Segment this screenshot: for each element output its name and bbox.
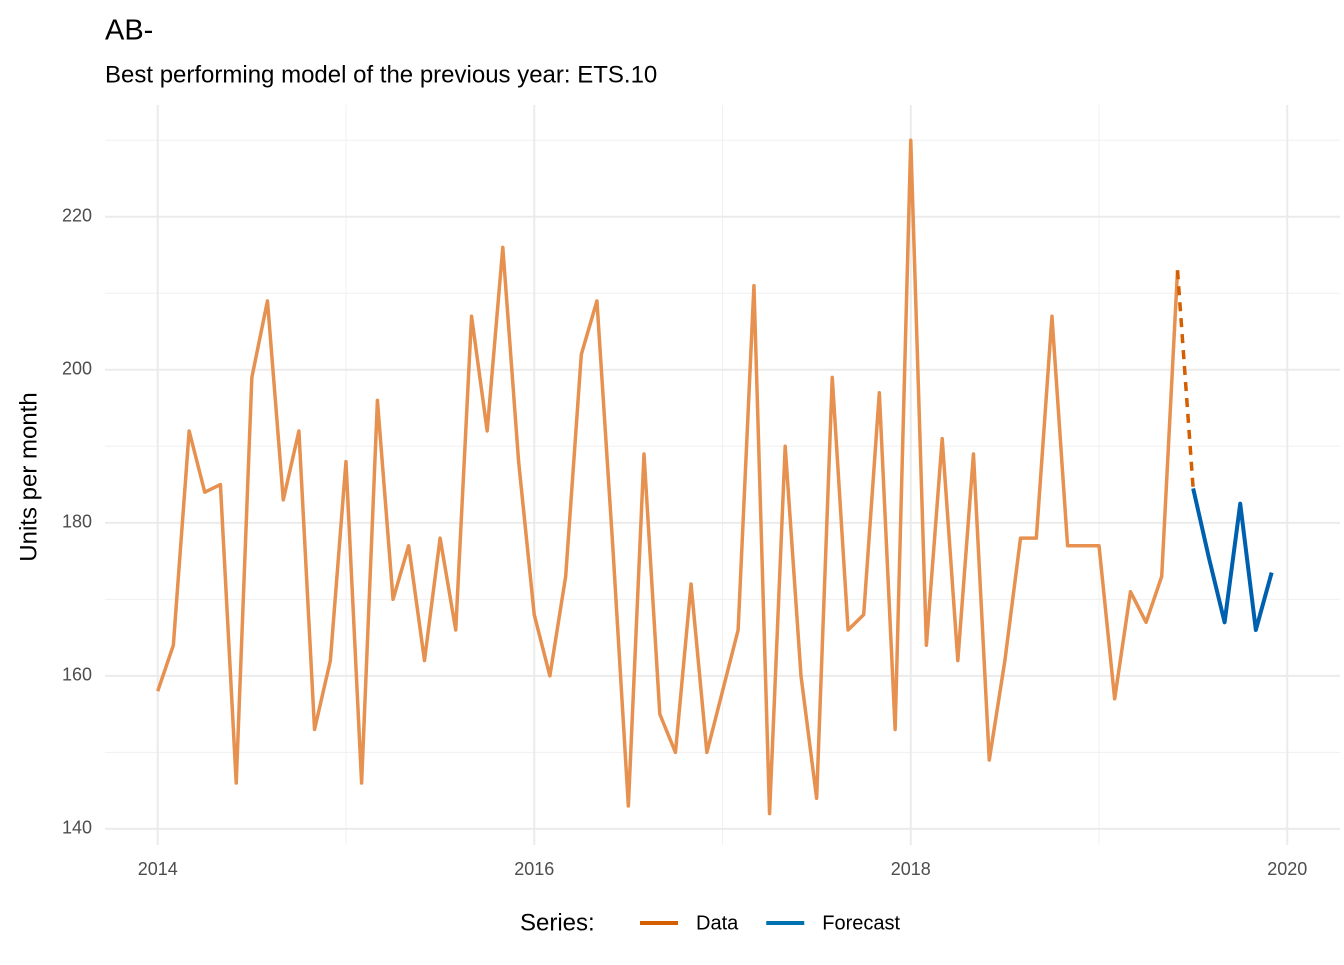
legend-label: Forecast — [822, 912, 900, 934]
connector-line — [1175, 270, 1195, 489]
y-tick-label: 180 — [62, 512, 92, 532]
chart-title: AB- — [105, 15, 153, 47]
y-tick-label: 140 — [62, 818, 92, 838]
x-tick-label: 2016 — [514, 859, 554, 879]
legend-title: Series: — [520, 909, 595, 936]
series-line — [1191, 487, 1274, 632]
series-line — [156, 138, 1180, 816]
y-axis-label: Units per month — [15, 392, 42, 561]
x-tick-label: 2020 — [1267, 859, 1307, 879]
legend-label: Data — [696, 912, 739, 934]
y-tick-label: 200 — [62, 359, 92, 379]
chart-subtitle: Best performing model of the previous ye… — [105, 61, 657, 88]
y-tick-label: 160 — [62, 665, 92, 685]
y-tick-label: 220 — [62, 205, 92, 225]
x-tick-label: 2014 — [138, 859, 178, 879]
x-tick-label: 2018 — [891, 859, 931, 879]
